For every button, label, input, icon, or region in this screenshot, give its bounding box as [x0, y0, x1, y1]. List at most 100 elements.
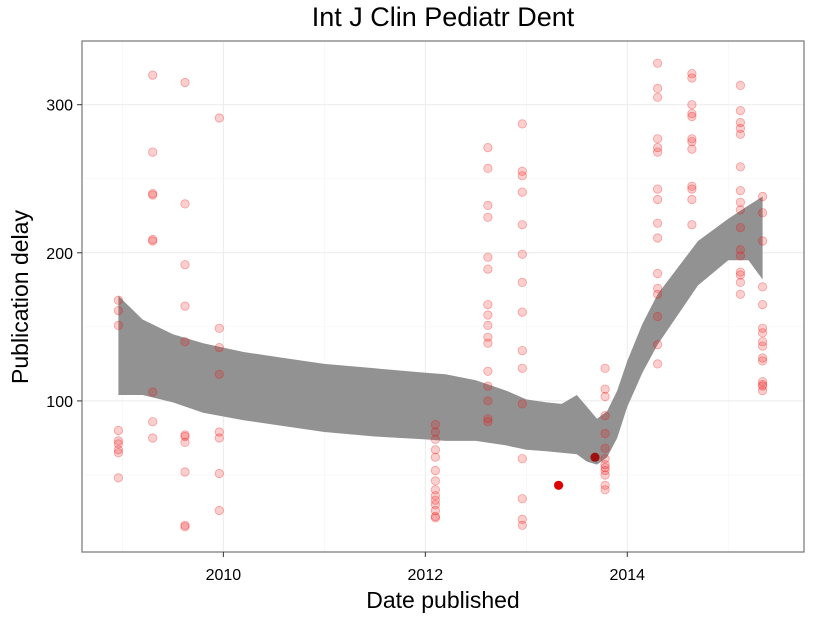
data-point — [517, 277, 527, 287]
data-point — [180, 337, 190, 347]
data-point — [757, 379, 768, 390]
data-point — [687, 144, 697, 154]
data-point — [600, 485, 610, 495]
data-point — [652, 233, 663, 243]
plot-border — [81, 40, 805, 553]
data-point — [652, 134, 663, 144]
data-point — [214, 433, 224, 443]
data-point — [483, 320, 493, 330]
data-point — [652, 359, 663, 369]
data-point — [148, 70, 158, 80]
data-point — [483, 414, 493, 424]
data-point — [180, 520, 190, 530]
data-point — [180, 431, 190, 442]
data-point — [600, 391, 610, 402]
data-point — [214, 369, 224, 379]
data-point — [483, 299, 493, 310]
data-point — [430, 505, 440, 516]
data-point — [214, 342, 224, 353]
data-point — [517, 307, 527, 317]
data-point — [652, 58, 663, 68]
data-point — [517, 399, 527, 409]
data-point — [735, 80, 746, 91]
data-point — [735, 267, 746, 277]
data-point — [652, 311, 663, 322]
data-point — [430, 513, 440, 523]
data-point — [517, 520, 527, 530]
data-point — [517, 171, 527, 181]
data-point — [113, 448, 124, 458]
data-point — [735, 197, 746, 207]
data-point — [517, 345, 527, 356]
data-point — [517, 249, 527, 259]
smooth-ribbon-layer — [118, 196, 763, 465]
data-point — [113, 473, 124, 483]
data-point — [687, 111, 697, 122]
data-point — [483, 163, 493, 173]
x-axis-title: Date published — [366, 587, 519, 613]
data-point — [600, 428, 610, 439]
data-point — [214, 468, 224, 479]
data-point — [483, 200, 493, 210]
data-point — [214, 113, 224, 123]
data-point — [600, 465, 610, 476]
data-point — [517, 166, 527, 176]
data-point — [757, 328, 768, 338]
data-point — [148, 417, 158, 427]
data-point — [652, 147, 663, 157]
data-point — [757, 381, 768, 391]
data-point — [430, 491, 440, 501]
data-point — [517, 514, 527, 525]
data-point — [687, 184, 697, 194]
data-point — [652, 143, 663, 153]
data-point — [517, 454, 527, 464]
data-point — [483, 310, 493, 320]
highlighted-data-point — [590, 452, 600, 462]
data-point — [735, 162, 746, 172]
data-point — [735, 245, 746, 255]
data-point — [483, 338, 493, 348]
data-point — [180, 522, 190, 532]
data-point — [687, 73, 697, 83]
data-point — [483, 417, 493, 427]
data-point — [430, 434, 440, 444]
data-point — [735, 251, 746, 261]
data-point — [113, 305, 124, 316]
data-point — [757, 385, 768, 396]
data-point — [600, 454, 610, 464]
data-point — [757, 341, 768, 351]
data-point — [483, 381, 493, 391]
data-point — [517, 363, 527, 373]
chart-title: Int J Clin Pediatr Dent — [312, 2, 575, 32]
data-point — [757, 377, 768, 387]
data-point — [517, 187, 527, 197]
x-tick-label: 2010 — [206, 567, 242, 584]
data-point — [214, 427, 224, 437]
data-point — [600, 462, 610, 473]
data-point — [214, 323, 224, 333]
data-point — [687, 137, 697, 147]
smooth-confidence-band — [118, 196, 763, 465]
data-point — [735, 205, 746, 215]
data-point — [735, 289, 746, 299]
data-point — [148, 189, 158, 199]
data-point — [430, 427, 440, 437]
data-point — [430, 495, 440, 505]
data-point — [517, 494, 527, 504]
y-axis-ticks: 100 200 300 — [46, 98, 82, 411]
data-point — [652, 218, 663, 228]
data-point — [652, 339, 663, 350]
data-point — [113, 439, 124, 449]
data-point — [483, 396, 493, 406]
data-point — [600, 470, 610, 480]
y-tick-label: 200 — [46, 246, 73, 263]
data-point — [430, 452, 440, 462]
data-point — [113, 445, 124, 455]
data-point — [757, 337, 768, 347]
data-point — [600, 459, 610, 470]
data-point — [148, 190, 158, 200]
y-tick-label: 100 — [46, 394, 73, 411]
data-point — [483, 332, 493, 342]
data-point — [180, 430, 190, 440]
data-point — [735, 186, 746, 196]
